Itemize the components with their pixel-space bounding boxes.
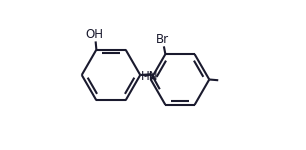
Text: OH: OH xyxy=(85,28,103,41)
Text: HN: HN xyxy=(141,70,159,83)
Text: Br: Br xyxy=(156,33,169,46)
